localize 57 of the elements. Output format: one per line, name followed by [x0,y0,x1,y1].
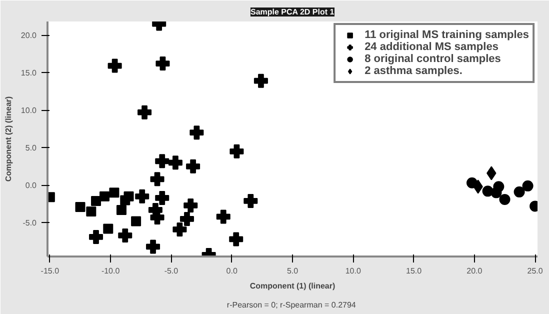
point [124,191,134,202]
point [244,194,258,208]
point [109,188,120,198]
point [108,58,122,73]
y-tick-label: 0.0 [25,181,38,190]
x-tick-label: 20.0 [466,266,483,276]
x-tick-label: 10.0 [345,266,362,276]
point [168,156,182,170]
point [254,74,268,88]
point [155,190,170,205]
point [514,186,525,198]
point [100,191,110,202]
y-tick-label: 20.0 [20,31,38,40]
point [135,189,150,204]
point [118,228,132,242]
point [75,202,86,212]
legend-label: 2 asthma samples. [364,65,462,77]
point [180,212,194,226]
point [91,196,102,206]
x-axis-title: Component (1) (linear) [250,282,336,290]
point [138,105,152,120]
x-tick-label: -5.0 [164,266,179,276]
point [146,240,160,254]
point [493,181,504,192]
chart-title: Sample PCA 2D Plot 1 [250,8,335,16]
x-tick-label: -15.0 [40,266,60,276]
x-tick-label: 0.0 [226,266,238,276]
y-tick-label: 10.0 [20,106,38,116]
x-tick-label: 25.0 [527,266,544,276]
point [190,126,204,140]
y-axis-title: Component (2) (linear) [4,96,13,182]
text: r-Pearson = 0; r-Spearman = 0.2794 [226,300,356,310]
y-tick-label: 15.0 [20,68,38,78]
point [186,159,200,174]
point [86,206,96,216]
point [216,210,230,224]
point [131,216,142,226]
point [499,194,510,205]
point [155,154,170,168]
point [89,230,104,244]
legend-label: 24 additional MS samples [364,41,498,53]
y-tick-label: 5.0 [25,144,38,153]
point [172,222,187,236]
legend-label: 8 original control samples [364,53,501,65]
legend-label: 11 original MS training samples [364,29,529,41]
point [150,172,164,186]
point [156,56,170,71]
point [230,144,244,158]
x-tick-label: 5.0 [286,266,299,276]
point [522,180,534,192]
x-tick-label: 15.0 [406,266,422,276]
point [116,204,126,215]
x-tick-label: -10.0 [101,266,120,276]
y-tick-label: -5.0 [22,218,38,228]
point [184,198,198,212]
point [103,224,114,234]
point [229,232,244,246]
